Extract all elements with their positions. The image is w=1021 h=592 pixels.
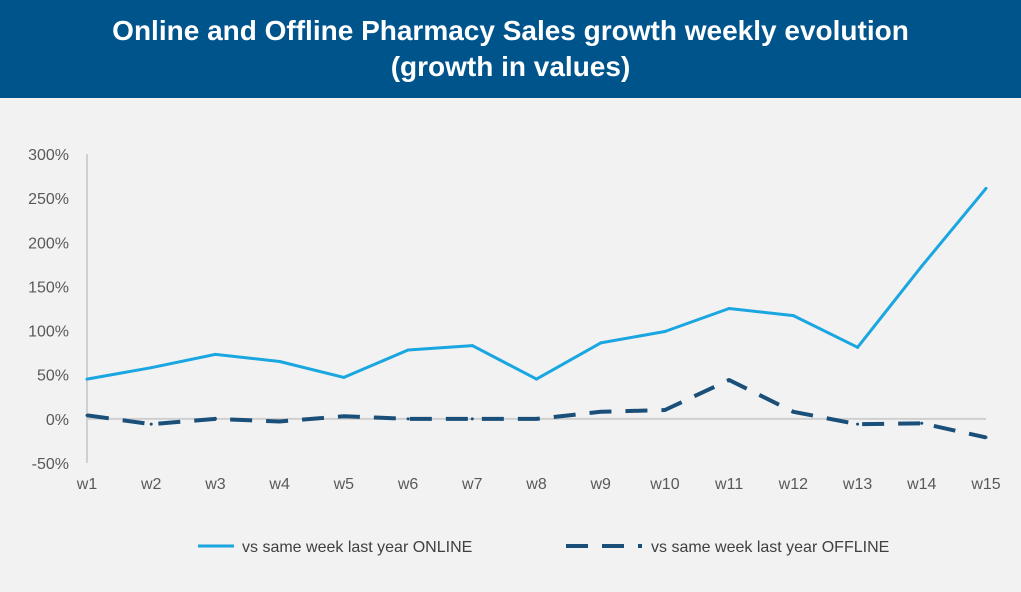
y-tick-label: -50% [32,456,69,473]
x-tick-label: w6 [397,476,419,493]
data-point [920,264,924,268]
chart-title-banner: Online and Offline Pharmacy Sales growth… [0,0,1021,98]
line-chart: -50% 0% 50% 100% 150% 200% 250% 300% w1 w2 w3 w4 w5 w… [28,147,1001,556]
x-tick-label: w15 [970,476,1000,493]
data-point [535,377,538,381]
data-point [85,377,89,381]
y-tick-label: 150% [28,279,69,296]
chart-title-line2: (growth in values) [390,51,631,82]
data-point [599,341,603,345]
data-point [342,375,346,379]
x-tick-label: w14 [906,476,936,493]
data-point [791,314,795,318]
x-tick-label: w4 [268,476,290,493]
data-point [213,417,217,421]
x-tick-label: w9 [589,476,611,493]
data-point [406,417,410,421]
data-point [213,352,217,356]
data-point [85,413,89,417]
x-tick-label: w2 [140,476,162,493]
data-point [470,417,474,421]
chart-axes: -50% 0% 50% 100% 150% 200% 250% 300% w1 w2 w3 w4 w5 w… [28,147,1001,493]
data-point [406,348,410,352]
data-point [278,420,282,424]
x-tick-label: w13 [842,476,872,493]
data-point [984,186,988,190]
x-tick-label: w12 [778,476,808,493]
y-tick-label: 300% [28,147,69,164]
x-tick-label: w1 [76,476,98,493]
data-point [663,329,667,333]
series-line-offline [86,378,987,440]
data-point [984,435,988,439]
chart-legend: vs same week last year ONLINE vs same wee… [198,539,889,556]
y-tick-label: 100% [28,324,69,341]
x-tick-label: w7 [461,476,483,493]
data-point [342,414,346,418]
chart-title-line1: Online and Offline Pharmacy Sales growth… [112,15,909,46]
data-point [856,345,860,349]
x-tick-label: w10 [649,476,679,493]
data-point [278,359,282,363]
y-tick-label: 50% [37,368,69,385]
chart-series [85,186,988,440]
data-point [535,417,538,421]
data-point [727,378,731,382]
x-tick-label: w11 [714,476,743,493]
data-point [920,421,924,425]
x-tick-label: w3 [204,476,226,493]
y-tick-label: 200% [28,235,69,252]
data-point [791,410,795,414]
legend-label: vs same week last year ONLINE [242,539,472,556]
data-point [470,344,474,348]
data-point [856,422,860,426]
data-point [149,422,153,426]
data-point [663,408,667,412]
series-line-online [86,187,988,381]
x-tick-label: w8 [525,476,547,493]
x-tick-label: w5 [333,476,355,493]
legend-label: vs same week last year OFFLINE [651,539,889,556]
data-point [149,366,153,370]
data-point [727,307,731,310]
y-tick-label: 250% [28,191,69,208]
y-tick-label: 0% [46,412,69,429]
data-point [599,410,603,414]
